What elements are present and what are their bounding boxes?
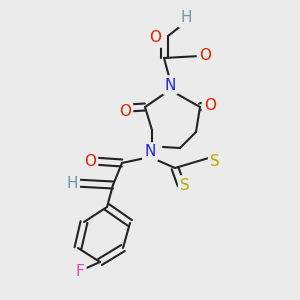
Text: H: H xyxy=(66,176,78,190)
Text: H: H xyxy=(180,11,192,26)
Text: N: N xyxy=(144,145,156,160)
Text: N: N xyxy=(164,77,176,92)
Text: O: O xyxy=(149,31,161,46)
Text: O: O xyxy=(199,47,211,62)
Text: O: O xyxy=(204,98,216,112)
Text: F: F xyxy=(76,265,84,280)
Text: O: O xyxy=(84,154,96,169)
Text: S: S xyxy=(180,178,190,193)
Text: S: S xyxy=(210,154,220,169)
Text: O: O xyxy=(119,104,131,119)
